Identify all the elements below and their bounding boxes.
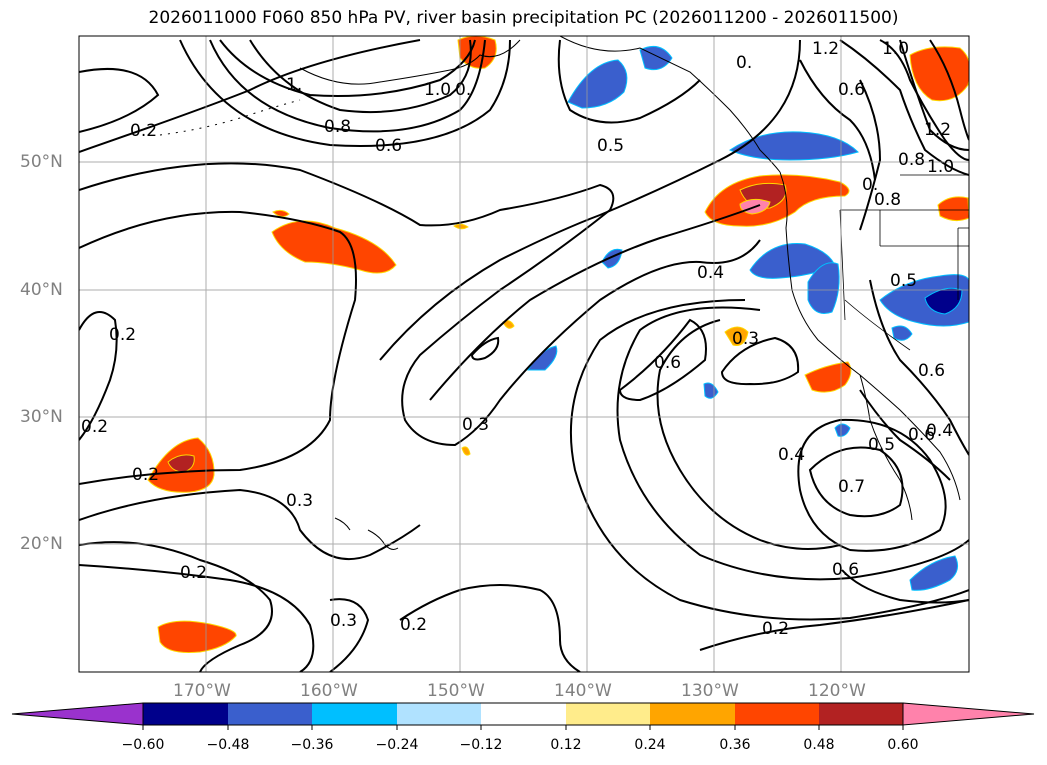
contour-label: 0. xyxy=(455,80,471,100)
colorbar-bin xyxy=(566,703,650,725)
colorbar-tick-label: −0.12 xyxy=(459,737,503,753)
contour-label: 0.2 xyxy=(130,121,157,141)
colorbar-tick-label: −0.48 xyxy=(206,737,250,753)
aleutian-islands xyxy=(159,99,301,136)
contour-label: 0.6 xyxy=(838,80,865,100)
pos-region-hawaii-w-core xyxy=(167,454,195,473)
colorbar-tick-label: 0.36 xyxy=(719,737,751,753)
pos-region-baja xyxy=(804,361,852,393)
pos-region-dot2 xyxy=(461,446,471,456)
neg-region-alaska xyxy=(567,59,628,109)
pos-region-aleutian xyxy=(271,220,397,274)
lon-label: 160°W xyxy=(300,681,358,701)
colorbar-tick-label: −0.60 xyxy=(121,737,165,753)
contour-label: 0.6 xyxy=(654,353,681,373)
graticule xyxy=(79,36,969,672)
neg-region-mexico xyxy=(909,555,959,591)
contour-label: 0.2 xyxy=(762,619,789,639)
colorbar-tick-label: 0.12 xyxy=(550,737,582,753)
colorbar-tick-label: 0.48 xyxy=(803,737,835,753)
contour-label: 0.3 xyxy=(330,611,357,631)
colorbar-bin xyxy=(819,703,903,725)
colorbar-outline xyxy=(142,702,904,726)
colorbar-bin xyxy=(143,703,228,725)
colorbar-bin xyxy=(228,703,312,725)
map-title: 2026011000 F060 850 hPa PV, river basin … xyxy=(148,8,899,28)
lat-label: 50°N xyxy=(20,152,63,172)
lon-label: 120°W xyxy=(808,681,866,701)
colorbar-bin xyxy=(735,703,819,725)
contour-label: 0.8 xyxy=(874,190,901,210)
colorbar xyxy=(11,702,1035,730)
lat-label: 30°N xyxy=(20,407,63,427)
contour-label: 1.2 xyxy=(812,39,839,59)
lat-label: 20°N xyxy=(20,534,63,554)
pos-region-south xyxy=(157,620,237,653)
lat-label: 40°N xyxy=(20,280,63,300)
contour-label: 0.3 xyxy=(462,415,489,435)
pos-region-offshore xyxy=(724,326,749,346)
map-frame xyxy=(78,35,970,673)
contour-label: 0.6 xyxy=(832,560,859,580)
hawaii-islands xyxy=(334,517,399,550)
contour-label: 0.7 xyxy=(838,477,865,497)
contour-label: 0.5 xyxy=(597,136,624,156)
contour-label: 1.0 xyxy=(882,39,909,59)
colorbar-under-arrow xyxy=(11,702,144,726)
colorbar-bin xyxy=(397,703,481,725)
pos-region-dot3 xyxy=(453,223,469,230)
lon-label: 170°W xyxy=(173,681,231,701)
contour-label: 0.2 xyxy=(400,615,427,635)
colorbar-tick-label: −0.36 xyxy=(290,737,334,753)
pv-contours xyxy=(79,39,969,672)
contour-label: 0.8 xyxy=(898,150,925,170)
contour-label: 1. xyxy=(286,75,302,95)
contour-label: 0.3 xyxy=(286,491,313,511)
map-plot-area: 1.2 1.0 1. 1.0 0. 0.8 0.6 0.5 0. 0.6 1.2… xyxy=(79,36,969,672)
colorbar-bin xyxy=(481,703,566,725)
colorbar-tick-label: −0.24 xyxy=(375,737,419,753)
contour-labels: 1.2 1.0 1. 1.0 0. 0.8 0.6 0.5 0. 0.6 1.2… xyxy=(81,39,954,639)
contour-label: 0. xyxy=(736,53,752,73)
contour-label: 0.4 xyxy=(697,263,724,283)
precip-negative-regions xyxy=(527,45,969,591)
contour-label: 1.2 xyxy=(924,120,951,140)
contour-label: 0.4 xyxy=(926,421,953,441)
pos-region-alberta xyxy=(937,196,969,222)
alaska-coast xyxy=(299,36,781,173)
contour-label: 0.6 xyxy=(908,425,935,445)
contour-label: 0. xyxy=(862,175,878,195)
colorbar-tick-label: 0.24 xyxy=(634,737,666,753)
contour-label: 0.2 xyxy=(109,325,136,345)
colorbar-bin xyxy=(650,703,735,725)
contour-label: 1.0 xyxy=(424,80,451,100)
colorbar-bin xyxy=(312,703,397,725)
neg-region-bc xyxy=(728,131,859,161)
lon-label: 150°W xyxy=(427,681,485,701)
contour-label: 1.0 xyxy=(927,157,954,177)
contour-label: 0.4 xyxy=(778,445,805,465)
neg-region-cal xyxy=(891,325,913,341)
lon-label: 140°W xyxy=(554,681,612,701)
colorbar-over-arrow xyxy=(902,702,1035,726)
contour-label: 0.8 xyxy=(324,117,351,137)
contour-label: 0.6 xyxy=(918,361,945,381)
contour-label: 0.5 xyxy=(890,271,917,291)
contour-label: 0.2 xyxy=(132,465,159,485)
contour-label: 0.2 xyxy=(180,563,207,583)
us-state-lines xyxy=(839,174,969,351)
contour-label: 0.6 xyxy=(375,136,402,156)
contour-label: 0.3 xyxy=(732,329,759,349)
pos-region-aleutian-small xyxy=(272,209,290,218)
lon-label: 130°W xyxy=(681,681,739,701)
neg-region-nevada xyxy=(807,262,840,314)
contour-label: 0.5 xyxy=(868,435,895,455)
contour-label: 0.2 xyxy=(81,417,108,437)
neg-region-utah-core xyxy=(924,287,963,315)
colorbar-tick-label: 0.60 xyxy=(887,737,919,753)
